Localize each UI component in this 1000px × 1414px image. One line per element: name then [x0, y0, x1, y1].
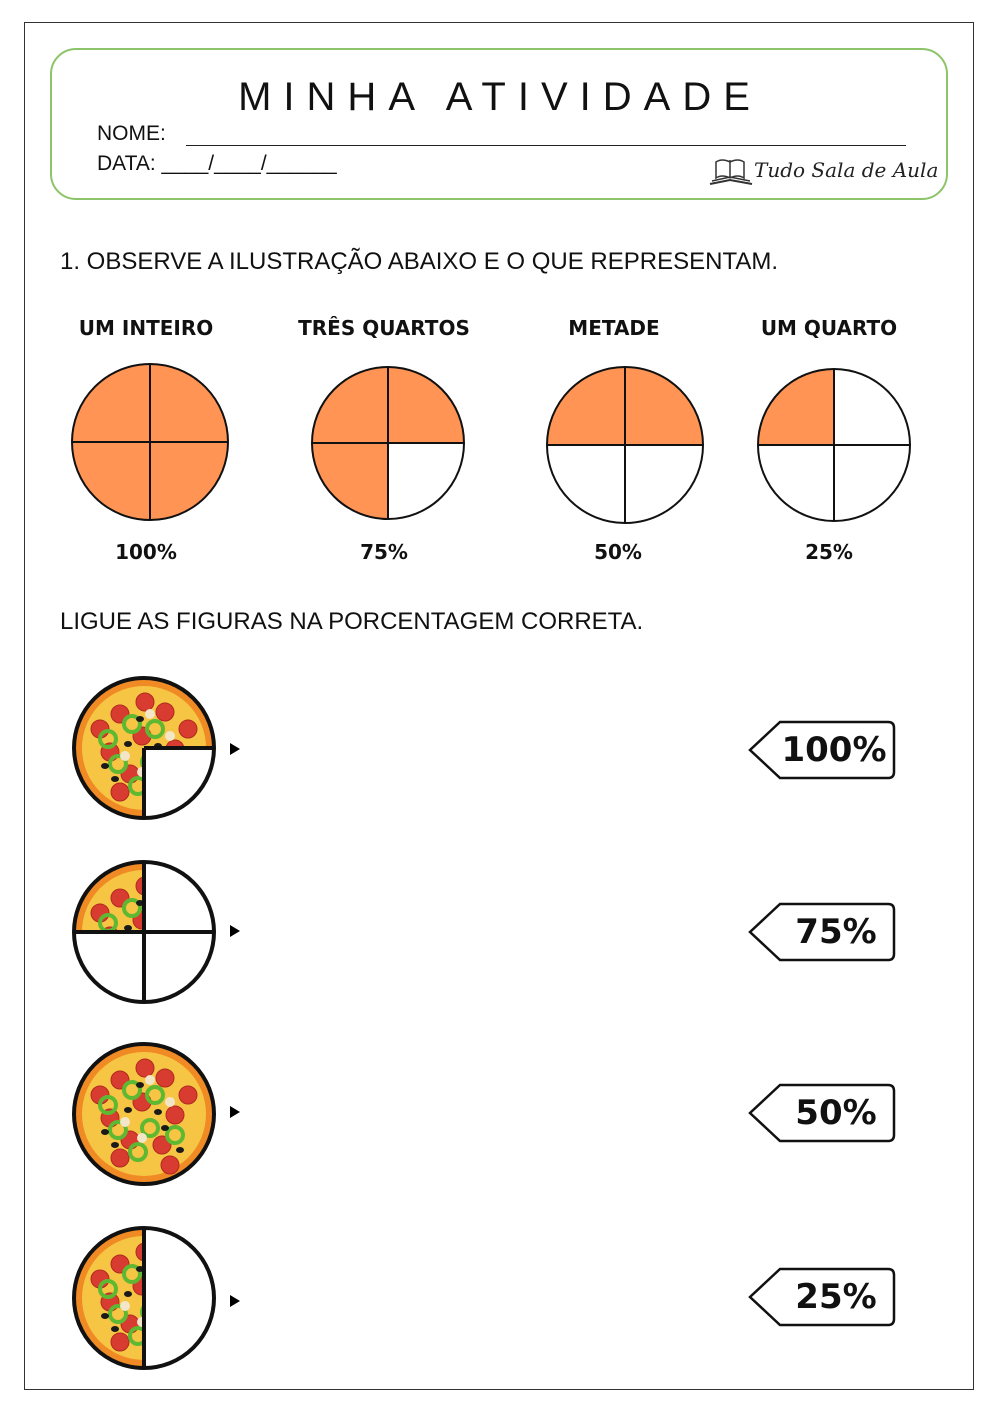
name-line: [186, 145, 906, 146]
percent-tag-25[interactable]: 25%: [747, 1266, 897, 1328]
fraction-quarter: [72, 364, 150, 442]
page-title: MINHA ATIVIDADE: [238, 75, 762, 119]
fraction-quarter: [72, 442, 150, 520]
connector-arrow-2: [230, 925, 240, 937]
fraction-quarter: [758, 369, 834, 445]
fraction-circle-whole: [71, 363, 229, 521]
percent-tag-label: 75%: [795, 912, 877, 952]
book-icon: [709, 159, 753, 185]
fraction-circle-half: [546, 366, 704, 524]
name-label: NOME:: [97, 122, 166, 145]
connector-arrow-4: [230, 1295, 240, 1307]
connector-arrow-1: [230, 743, 240, 755]
fraction-quarter: [547, 445, 625, 523]
fraction-quarter: [388, 443, 464, 519]
fraction-quarter: [834, 445, 910, 521]
fraction-quarter: [834, 369, 910, 445]
fraction-label-whole: UM INTEIRO: [78, 316, 214, 340]
fraction-quarter: [758, 445, 834, 521]
pizza-half[interactable]: [70, 1224, 218, 1372]
fraction-label-three-quarters: TRÊS QUARTOS: [298, 316, 470, 340]
date-label: DATA: ____/____/______: [97, 152, 337, 175]
logo-text: Tudo Sala de Aula: [754, 158, 939, 182]
fraction-quarter: [312, 443, 388, 519]
pizza-three-quarters[interactable]: [70, 674, 218, 822]
fraction-percent-25: 25%: [805, 540, 853, 564]
pizza-whole[interactable]: [70, 1040, 218, 1188]
fraction-circle-quarter: [757, 368, 911, 522]
percent-tag-100[interactable]: 100%: [747, 719, 897, 781]
pizza-slice: [74, 1044, 214, 1184]
percent-tag-75[interactable]: 75%: [747, 901, 897, 963]
fraction-quarter: [312, 367, 388, 443]
fraction-quarter: [150, 364, 228, 442]
fraction-quarter: [625, 445, 703, 523]
connector-arrow-3: [230, 1106, 240, 1118]
fraction-quarter: [625, 367, 703, 445]
percent-tag-label: 50%: [795, 1093, 877, 1133]
fraction-percent-100: 100%: [115, 540, 177, 564]
percent-tag-50[interactable]: 50%: [747, 1082, 897, 1144]
fraction-quarter: [547, 367, 625, 445]
fraction-percent-75: 75%: [360, 540, 408, 564]
percent-tag-label: 25%: [795, 1277, 877, 1317]
percent-tag-label: 100%: [781, 730, 887, 770]
fraction-circle-three-quarters: [311, 366, 465, 520]
fraction-percent-50: 50%: [594, 540, 642, 564]
fraction-quarter: [388, 367, 464, 443]
page-border: [24, 22, 974, 1390]
fraction-quarter: [150, 442, 228, 520]
brand-logo: Tudo Sala de Aula: [708, 154, 938, 194]
pizza-one-quarter[interactable]: [70, 858, 218, 1006]
header-box: [50, 48, 948, 200]
question-2-text: LIGUE AS FIGURAS NA PORCENTAGEM CORRETA.: [60, 608, 644, 635]
fraction-label-quarter: UM QUARTO: [760, 316, 898, 340]
question-1-text: 1. OBSERVE A ILUSTRAÇÃO ABAIXO E O QUE R…: [60, 248, 778, 275]
fraction-label-half: METADE: [568, 316, 660, 340]
